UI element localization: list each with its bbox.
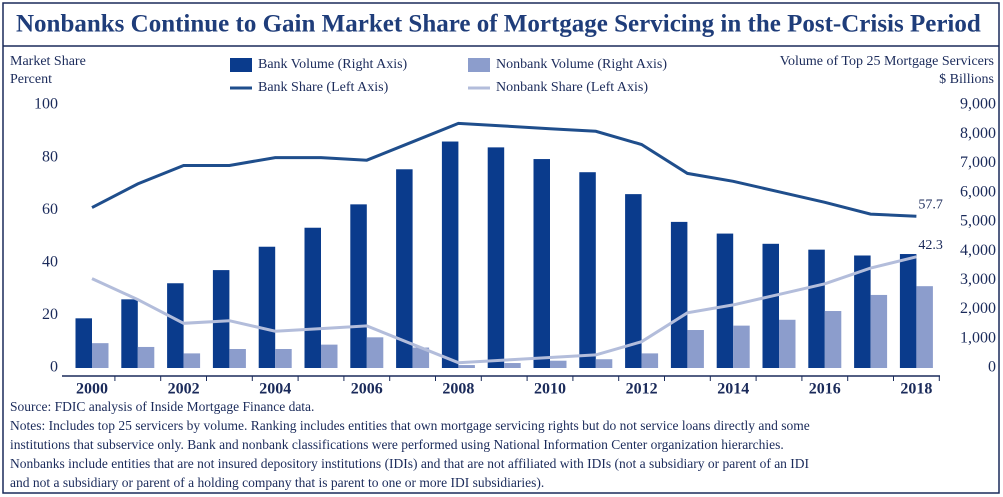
x-tick-label: 2010 — [534, 381, 566, 398]
y2-tick-label: 3,000 — [960, 271, 996, 288]
bar — [229, 349, 246, 368]
y2-tick-label: 2,000 — [960, 300, 996, 317]
notes: Nonbanks include entities that are not i… — [10, 456, 810, 471]
bar — [824, 311, 842, 368]
y2-tick-label: 6,000 — [960, 183, 996, 200]
bar — [167, 283, 184, 368]
bar — [899, 254, 917, 368]
legend-swatch — [230, 58, 252, 72]
bar — [625, 194, 642, 368]
chart-title: Nonbanks Continue to Gain Market Share o… — [16, 11, 981, 38]
x-tick-label: 2012 — [626, 381, 658, 398]
line — [91, 255, 917, 365]
bar — [92, 343, 109, 368]
line — [91, 121, 917, 218]
notes: Notes: Includes top 25 servicers by volu… — [10, 418, 810, 433]
y2-tick-label: 8,000 — [960, 125, 996, 142]
x-tick-label: 2018 — [900, 381, 932, 398]
bar — [641, 353, 659, 368]
y-tick-label: 20 — [42, 306, 58, 323]
bar — [321, 344, 338, 368]
x-tick-label: 2004 — [259, 381, 291, 398]
bar — [396, 169, 413, 368]
bar — [212, 270, 230, 368]
y-tick-label: 60 — [42, 201, 58, 218]
y-tick-label: 80 — [42, 148, 58, 165]
x-tick-label: 2006 — [351, 381, 383, 398]
bar — [275, 349, 292, 368]
bar — [504, 363, 521, 368]
legend-label: Bank Volume (Right Axis) — [258, 57, 408, 72]
bar — [487, 147, 505, 368]
bar — [808, 249, 825, 368]
notes: institutions that subservice only. Bank … — [10, 437, 784, 452]
data-label: 57.7 — [918, 197, 943, 212]
y-axis-label: Market Share — [10, 54, 86, 69]
bar — [550, 360, 567, 368]
bar — [854, 255, 871, 368]
y2-tick-label: 5,000 — [960, 213, 996, 230]
bar — [258, 246, 276, 368]
y2-tick-label: 0 — [988, 359, 996, 376]
bar — [916, 286, 933, 368]
bar — [687, 330, 704, 368]
bar — [595, 359, 613, 368]
bar — [533, 159, 550, 368]
bar — [579, 172, 596, 368]
bar — [183, 353, 201, 368]
bar — [779, 319, 796, 368]
legend-swatch — [468, 58, 490, 72]
bar — [441, 141, 459, 368]
legend-label: Nonbank Share (Left Axis) — [496, 80, 648, 95]
x-tick-label: 2008 — [442, 381, 474, 398]
bar — [412, 347, 430, 368]
bar — [870, 294, 888, 368]
bar — [733, 325, 750, 368]
y-axis-label: Percent — [10, 72, 52, 87]
bar — [75, 318, 92, 368]
y2-axis-label: Volume of Top 25 Mortgage Servicers — [780, 54, 994, 69]
bar — [670, 221, 688, 368]
notes: and not a subsidiary or parent of a hold… — [10, 475, 544, 490]
y-tick-label: 40 — [42, 253, 58, 270]
bar — [350, 204, 367, 368]
bar — [458, 365, 475, 368]
legend-label: Bank Share (Left Axis) — [258, 80, 389, 95]
bar — [121, 299, 138, 368]
y2-tick-label: 1,000 — [960, 329, 996, 346]
x-tick-label: 2000 — [76, 381, 108, 398]
bar — [366, 337, 384, 368]
data-label: 42.3 — [918, 238, 943, 253]
bar — [137, 346, 155, 368]
x-tick-label: 2016 — [809, 381, 841, 398]
y-tick-label: 0 — [50, 359, 58, 376]
legend-label: Nonbank Volume (Right Axis) — [496, 57, 667, 72]
y2-tick-label: 4,000 — [960, 242, 996, 259]
source: Source: FDIC analysis of Inside Mortgage… — [10, 399, 314, 414]
y2-tick-label: 7,000 — [960, 154, 996, 171]
x-tick-label: 2014 — [717, 381, 749, 398]
x-tick-label: 2002 — [168, 381, 200, 398]
bar — [762, 243, 779, 368]
y-tick-label: 100 — [34, 96, 58, 113]
bar — [304, 227, 321, 368]
y2-axis-label: $ Billions — [939, 72, 994, 87]
bar — [716, 233, 734, 368]
y2-tick-label: 9,000 — [960, 96, 996, 113]
